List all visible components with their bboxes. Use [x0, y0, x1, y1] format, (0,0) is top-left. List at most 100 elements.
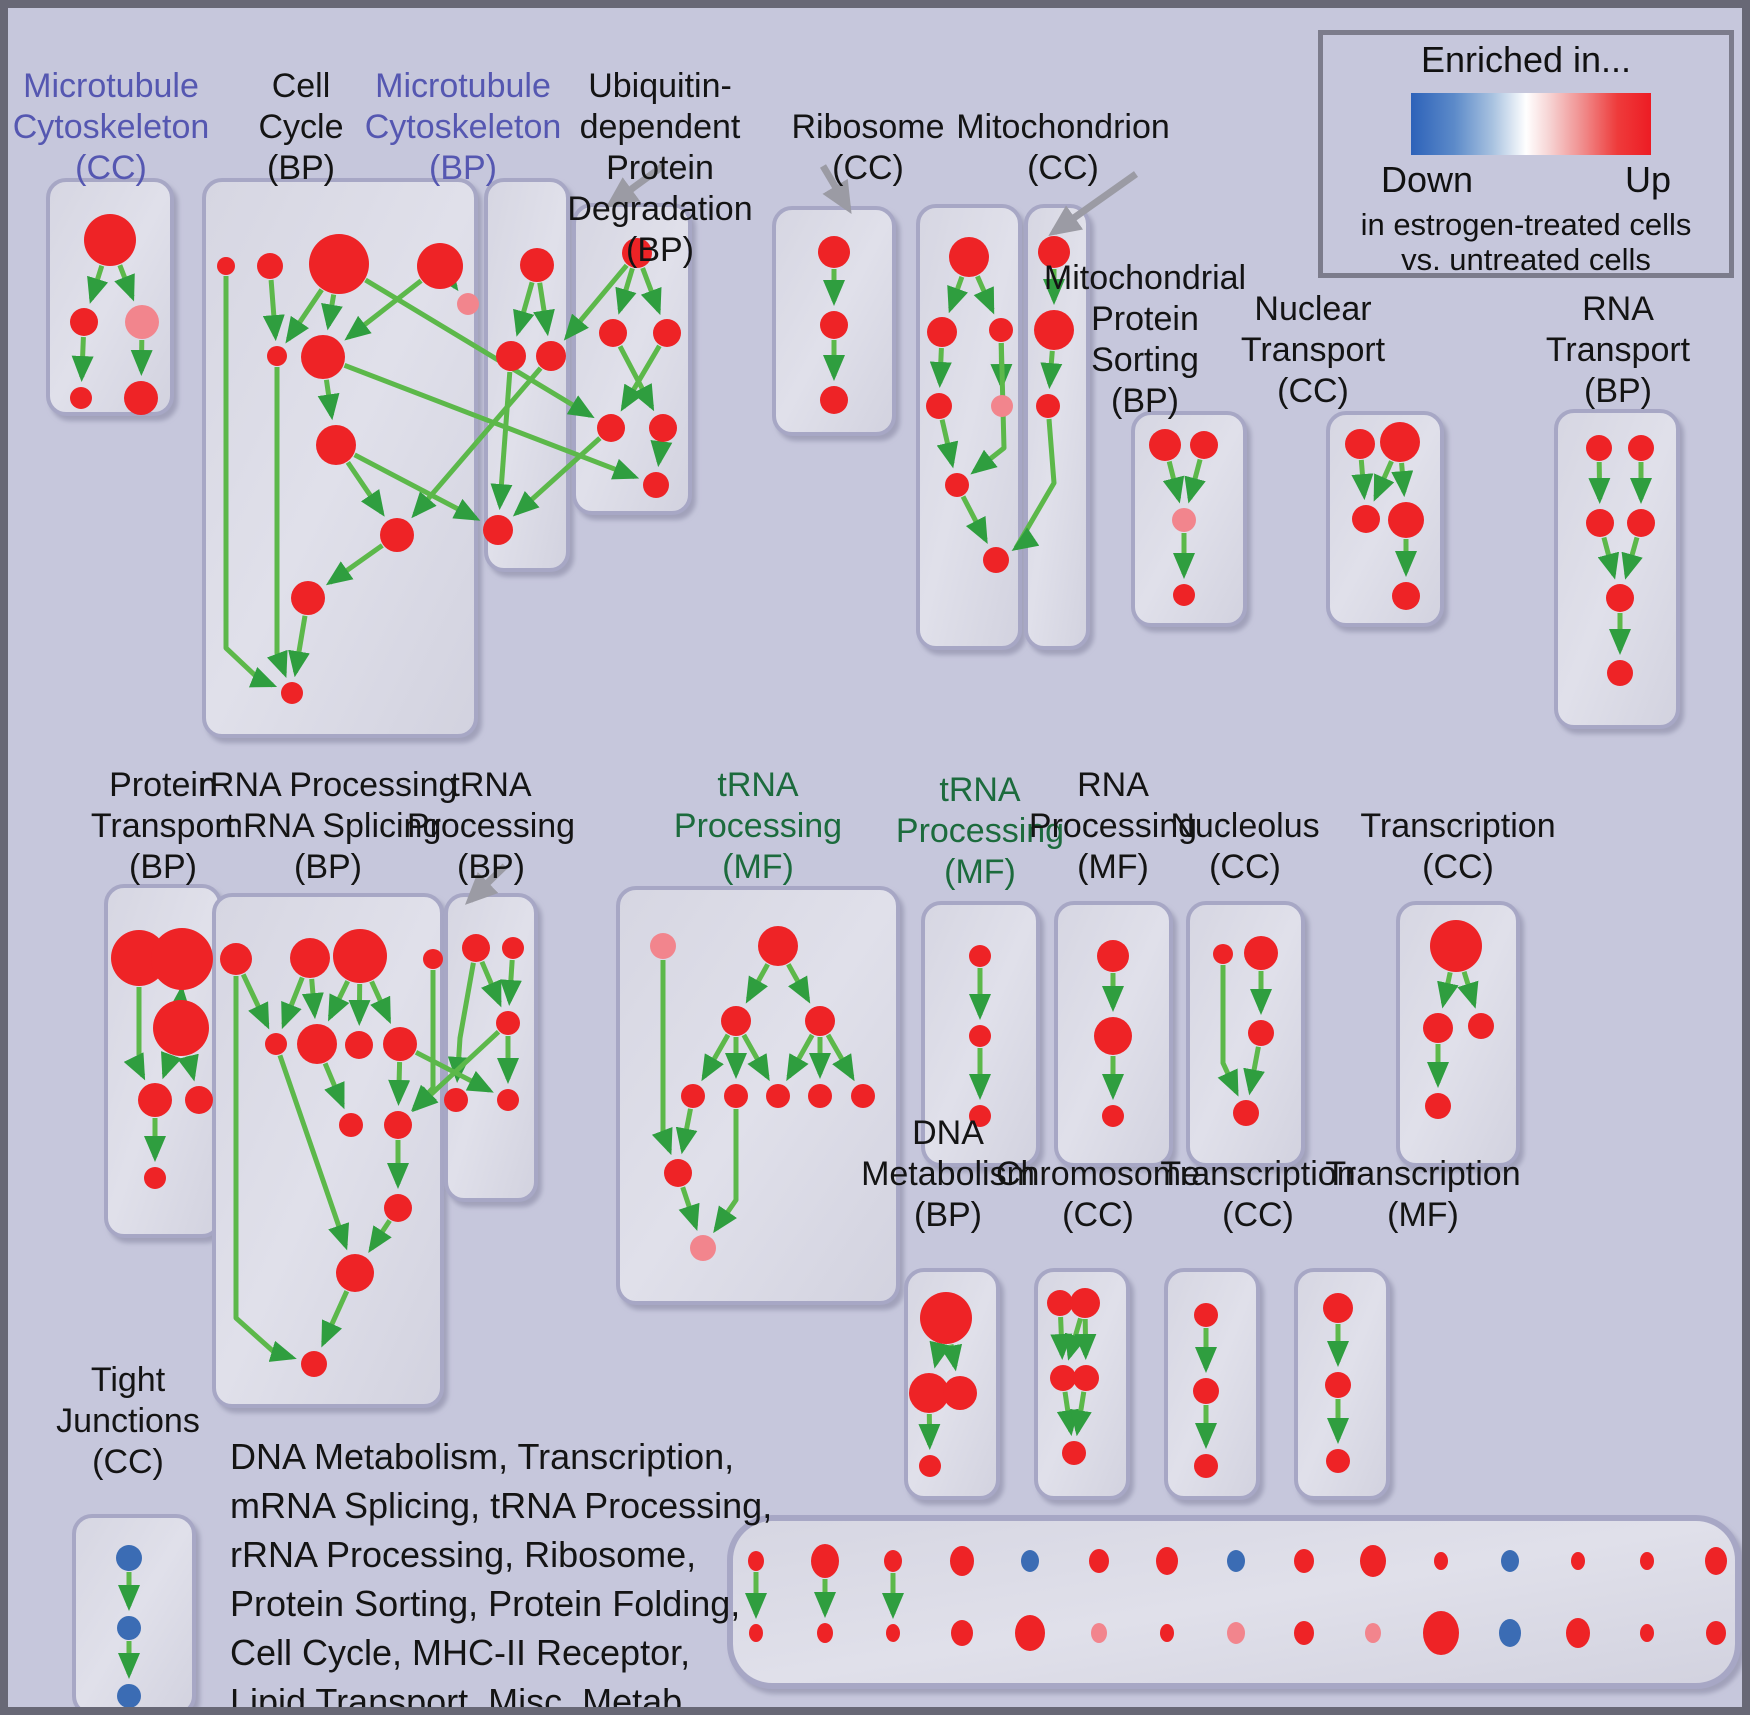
legend-down-label: Down: [1381, 159, 1474, 200]
node-tm9: [851, 1084, 875, 1108]
legend-subtitle-2: vs. untreated cells: [1401, 242, 1651, 277]
node-mtcc5: [124, 381, 158, 415]
strip-node-strip11b: [1499, 1619, 1521, 1647]
callout-trna-bp-arrow: [464, 863, 508, 905]
node-cc5: [267, 346, 287, 366]
strip-node-strip7t: [1227, 1550, 1245, 1572]
node-rb4: [926, 393, 952, 419]
strip-node-strip10b: [1423, 1611, 1459, 1655]
node-ms4: [1173, 584, 1195, 606]
network-nodes-layer: [70, 214, 1727, 1707]
edge-t2c1-t2c3: [1457, 971, 1479, 1009]
node-cc6: [301, 335, 345, 379]
node-rb5: [991, 395, 1013, 417]
node-nc2: [1244, 936, 1278, 970]
cluster-box-nucleolus: [1186, 901, 1305, 1167]
network-diagram: [46, 163, 1741, 1707]
edge-rb6-rb7: [960, 495, 988, 545]
edge-cc4-cc7: [434, 263, 459, 292]
edge-nt2-nt4: [1391, 462, 1414, 498]
strip-node-strip5b: [1091, 1623, 1107, 1643]
node-rt4: [1627, 509, 1655, 537]
node-pt4: [138, 1083, 172, 1117]
node-rb2: [927, 317, 957, 347]
edge-cr1-cr3: [1050, 1316, 1073, 1360]
edge-mtcc2-mtcc4: [71, 336, 94, 382]
edge-tm2-tm3: [745, 963, 770, 1004]
node-tmf1: [1323, 1293, 1353, 1323]
strip-node-strip0t: [748, 1551, 764, 1571]
node-nt1: [1345, 429, 1375, 459]
node-rr4: [423, 949, 443, 969]
node-mtcc3: [125, 305, 159, 339]
node-nc3: [1248, 1020, 1274, 1046]
edge-rr11-rr12: [368, 1219, 392, 1253]
cluster-box-tight-junctions: [72, 1514, 196, 1707]
strip-node-strip9t: [1360, 1545, 1386, 1577]
edge-tm1-tm10: [651, 960, 673, 1156]
node-cc1: [217, 257, 235, 275]
node-rr12: [336, 1254, 374, 1292]
node-dm2: [909, 1373, 949, 1413]
node-rr3: [333, 929, 387, 983]
cluster-box-ribosome-cc: [916, 204, 1022, 650]
edge-tm4-tm7: [786, 1033, 815, 1082]
edge-tm5-tm10: [675, 1108, 698, 1155]
edge-cr3-cr5: [1056, 1391, 1079, 1437]
edge-tm2-tm4: [786, 963, 811, 1004]
edge-cc9-cc10: [325, 543, 384, 586]
strip-node-strip6t: [1156, 1547, 1178, 1575]
edge-tm10-tm11: [678, 1186, 700, 1231]
node-cc8: [316, 425, 356, 465]
edge-cc2-cc5: [262, 279, 285, 342]
node-tm6: [724, 1084, 748, 1108]
edge-pt1-pt4: [123, 987, 146, 1081]
misc-annotation-line: Cell Cycle, MHC-II Receptor,: [230, 1632, 691, 1673]
misc-strip-box: [727, 1515, 1741, 1689]
edge-ms1-ms3: [1162, 460, 1185, 504]
edge-mi3-rb7: [1011, 418, 1057, 551]
node-cc3: [309, 234, 369, 294]
node-nt2: [1380, 422, 1420, 462]
edge-cc4-cc6: [344, 278, 423, 341]
edge-cc3-cc5: [285, 288, 324, 344]
node-ub6: [643, 472, 669, 498]
node-tm10: [664, 1159, 692, 1187]
node-rr9: [339, 1113, 363, 1137]
node-cc9: [380, 518, 414, 552]
edge-mb1-mb2: [513, 281, 535, 337]
node-nc4: [1233, 1100, 1259, 1126]
node-pt3: [153, 1000, 209, 1056]
node-rt1: [1586, 435, 1612, 461]
node-tb2: [502, 937, 524, 959]
edge-rr6-rr9: [322, 1062, 345, 1110]
node-mtcc1: [84, 214, 136, 266]
edge-pt3-pt5: [177, 1053, 199, 1082]
node-mb1: [520, 248, 554, 282]
edge-t2c1-t2c2: [1437, 971, 1459, 1009]
strip-node-strip11t: [1501, 1550, 1519, 1572]
node-cc10: [291, 581, 325, 615]
edge-tm3-tm7: [741, 1033, 770, 1082]
strip-node-strip8b: [1294, 1621, 1314, 1645]
misc-annotation-line: mRNA Splicing, tRNA Processing,: [230, 1485, 773, 1526]
strip-node-strip0b: [749, 1624, 763, 1642]
node-pt1: [111, 930, 167, 986]
node-tm7: [766, 1084, 790, 1108]
edge-cc8-cc9: [345, 460, 385, 517]
strip-node-strip2t: [884, 1550, 902, 1572]
node-mtcc4: [70, 387, 92, 409]
edge-ms2-ms3: [1184, 458, 1206, 504]
edge-rr2-rr6: [301, 978, 324, 1020]
node-cc2: [257, 253, 283, 279]
strip-node-strip13b: [1640, 1624, 1654, 1642]
edge-mb3-cc9: [411, 366, 543, 519]
strip-node-strip12b: [1566, 1618, 1590, 1648]
node-tmf2: [1325, 1372, 1351, 1398]
edge-rr8-rr10: [388, 1061, 411, 1106]
node-dm4: [919, 1455, 941, 1477]
node-cc11: [281, 682, 303, 704]
edge-rb2-rb4: [929, 347, 952, 388]
strip-node-strip13t: [1640, 1552, 1654, 1570]
edge-mtcc1-mtcc3: [114, 264, 135, 302]
